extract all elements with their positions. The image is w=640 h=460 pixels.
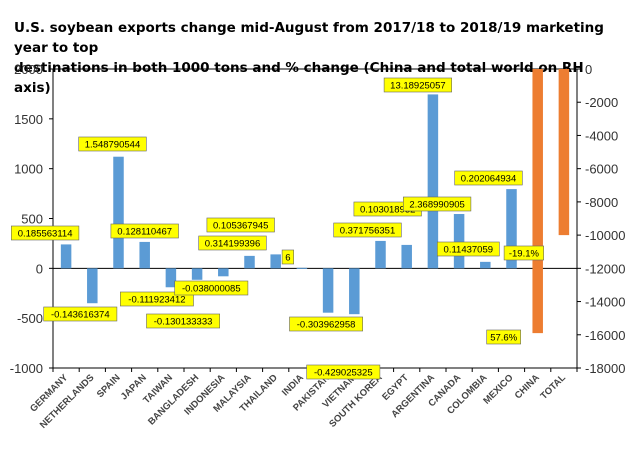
data-label: 6 — [285, 253, 290, 264]
data-label-box — [43, 306, 118, 322]
data-label: 1.548790544 — [85, 140, 140, 151]
right-axis-tick-label: -4000 — [585, 128, 618, 143]
chart-title-line-2: destinations in both 1000 tons and % cha… — [14, 60, 584, 96]
data-label: 0.103018932 — [360, 205, 415, 216]
data-label-box — [174, 280, 249, 296]
data-label: 0.185563114 — [18, 229, 73, 240]
data-label-box — [78, 136, 147, 152]
data-label: 0.202064934 — [461, 174, 516, 185]
bar — [218, 268, 229, 277]
category-label: TOTAL — [538, 372, 568, 402]
bar — [244, 255, 255, 269]
data-label-box — [206, 217, 275, 233]
bar — [375, 240, 386, 269]
bar — [87, 268, 98, 304]
data-label: -0.038000085 — [182, 284, 241, 295]
data-label-box — [486, 329, 522, 345]
data-label-box — [198, 235, 267, 251]
right-axis-tick-label: -18000 — [585, 361, 625, 376]
data-label-box — [146, 313, 220, 329]
left-axis-tick-label: 0 — [36, 261, 43, 276]
data-label: -0.303962958 — [297, 320, 356, 331]
bar — [113, 156, 124, 269]
data-label-box — [436, 241, 500, 257]
category-label: CHINA — [513, 372, 542, 401]
right-axis-tick-label: 0 — [585, 62, 592, 77]
right-axis-tick-label: -6000 — [585, 162, 618, 177]
data-label-box — [289, 316, 363, 332]
data-label-box — [110, 223, 179, 239]
bar — [349, 268, 360, 315]
data-label: 0.128110467 — [117, 227, 172, 238]
bar — [139, 241, 150, 269]
bar — [427, 94, 439, 269]
data-label: 57.6% — [490, 333, 517, 344]
bar — [191, 268, 203, 280]
right-axis-tick-label: -14000 — [585, 295, 625, 310]
data-label: 0.314199396 — [205, 239, 260, 250]
left-axis-tick-label: 1000 — [14, 162, 43, 177]
bar — [270, 254, 281, 269]
bar — [296, 267, 308, 269]
data-label: 0.11437059 — [444, 245, 494, 256]
data-label: 0.371756351 — [340, 226, 395, 237]
bar — [480, 261, 491, 269]
right-axis-tick-label: -12000 — [585, 261, 625, 276]
data-label-box — [281, 249, 295, 265]
data-label-box — [454, 170, 523, 186]
right-axis-tick-label: -8000 — [585, 195, 618, 210]
chart-title: U.S. soybean exports change mid-August f… — [14, 18, 624, 98]
data-label: -0.143616374 — [51, 310, 110, 321]
data-label: -19.1% — [509, 249, 540, 260]
right-axis-tick-label: -16000 — [585, 328, 625, 343]
bar — [453, 214, 465, 269]
bar — [60, 244, 72, 269]
data-label-box — [333, 222, 402, 238]
bar — [165, 268, 177, 288]
left-axis-tick-label: -500 — [17, 311, 43, 326]
bar — [506, 189, 517, 269]
data-label-box — [120, 291, 194, 307]
data-label-box — [11, 225, 80, 241]
data-label-box — [306, 364, 381, 380]
bar-right-axis — [532, 69, 543, 334]
data-label: -0.111923412 — [128, 295, 185, 306]
data-label: 2.368990905 — [409, 200, 464, 211]
chart-title-line-1: U.S. soybean exports change mid-August f… — [14, 20, 604, 56]
left-axis-tick-label: 2000 — [14, 62, 43, 77]
category-label: SPAIN — [95, 372, 123, 400]
data-label: 13.18925057 — [390, 81, 445, 92]
data-label: -0.429025325 — [314, 368, 373, 379]
data-label: 0.105367945 — [213, 221, 268, 232]
data-label: -0.130133333 — [154, 317, 213, 328]
bar — [322, 268, 334, 313]
data-label-box — [503, 245, 545, 261]
bar-right-axis — [558, 69, 570, 236]
data-label-box — [383, 77, 453, 93]
right-axis-tick-label: -2000 — [585, 95, 618, 110]
left-axis-tick-label: 1500 — [14, 112, 43, 127]
left-axis-tick-label: -1000 — [10, 361, 43, 376]
data-label-box — [402, 196, 472, 212]
right-axis-tick-label: -10000 — [585, 228, 625, 243]
left-axis-tick-label: 500 — [21, 212, 43, 227]
bar — [401, 244, 412, 269]
